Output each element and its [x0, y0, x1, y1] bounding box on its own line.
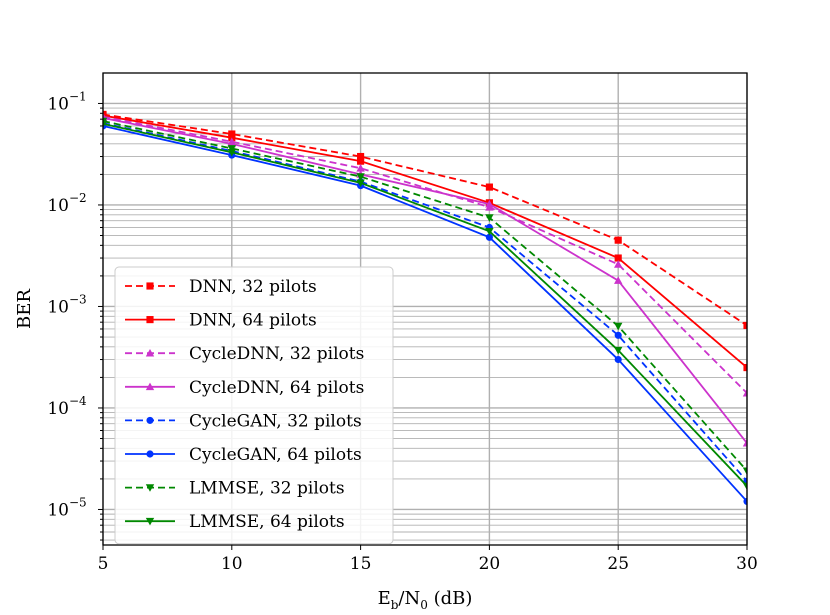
legend-marker: [145, 382, 155, 391]
data-point: [357, 152, 365, 161]
data-point: [356, 179, 365, 188]
series-line: [103, 114, 747, 369]
data-point: [485, 233, 493, 241]
x-title-sub2: 0: [420, 598, 428, 612]
data-point: [614, 254, 622, 262]
x-tick-label: 20: [479, 554, 501, 574]
legend-label: DNN, 32 pilots: [189, 277, 317, 297]
axis-ticks: 5 10 15 20 25 30 10−1 10−2 10−3 10−4 10−5: [47, 89, 757, 574]
x-title-sub1: b: [391, 598, 399, 612]
legend-marker: [145, 484, 155, 492]
y-tick-label: 10−3: [47, 292, 86, 317]
data-point: [357, 157, 365, 165]
data-point: [227, 148, 236, 157]
x-tick-label: 5: [98, 554, 109, 574]
data-point: [485, 227, 494, 236]
legend-box: [114, 266, 394, 545]
y-tick-label: 10−5: [47, 495, 86, 520]
legend-marker: [146, 450, 154, 458]
series-7: [103, 120, 747, 491]
data-point: [227, 145, 236, 153]
data-point: [485, 199, 494, 208]
legend-label: CycleDNN, 32 pilots: [189, 344, 364, 364]
y-axis-title: BER: [14, 289, 35, 329]
x-title-mid: /N: [398, 588, 420, 609]
data-point: [485, 214, 494, 222]
data-point: [103, 120, 108, 129]
data-point: [614, 236, 622, 244]
legend-marker: [146, 416, 154, 424]
legend-label: CycleGAN, 64 pilots: [189, 445, 362, 465]
legend-entry: CycleGAN, 64 pilots: [125, 445, 362, 465]
series-line: [103, 120, 747, 472]
data-point: [614, 331, 622, 339]
x-tick-label: 15: [350, 554, 372, 574]
legend-entry: LMMSE, 64 pilots: [125, 512, 345, 532]
data-point: [614, 355, 622, 364]
legend-label: LMMSE, 64 pilots: [189, 512, 345, 532]
data-point: [614, 276, 623, 284]
series-3: [103, 113, 747, 447]
series-layer: [103, 110, 747, 506]
legend-entry: CycleDNN, 64 pilots: [125, 378, 364, 398]
data-point: [742, 482, 747, 491]
series-line: [103, 117, 747, 444]
data-point: [742, 388, 747, 397]
legend-entry: CycleGAN, 32 pilots: [125, 411, 362, 431]
x-tick-label: 25: [607, 554, 629, 574]
plot-frame: [102, 72, 748, 546]
data-point: [228, 130, 236, 138]
data-point: [743, 321, 747, 330]
legend-label: DNN, 64 pilots: [189, 311, 317, 331]
legend-marker: [145, 349, 155, 357]
x-title-tail: (dB): [428, 588, 473, 609]
data-point: [614, 346, 623, 355]
legend-marker: [146, 316, 154, 324]
legend-marker: [146, 282, 154, 290]
legend-entry: DNN, 32 pilots: [125, 277, 317, 297]
legend-entry: DNN, 64 pilots: [125, 311, 317, 331]
data-point: [743, 364, 747, 372]
x-title-base: E: [378, 588, 391, 609]
x-axis-title: Eb/N0 (dB): [378, 588, 473, 612]
x-tick-label: 10: [221, 554, 243, 574]
x-tick-label: 30: [736, 554, 758, 574]
data-point: [356, 173, 365, 181]
y-tick-label: 10−2: [47, 191, 86, 216]
legend-marker: [145, 517, 155, 526]
data-point: [614, 260, 623, 268]
data-point: [485, 183, 493, 191]
legend-entry: CycleDNN, 32 pilots: [125, 344, 364, 364]
data-point: [742, 467, 747, 476]
series-line: [103, 122, 747, 482]
y-tick-label: 10−1: [47, 89, 86, 114]
series-line: [103, 125, 747, 503]
legend: DNN, 32 pilots DNN, 64 pilots CycleDNN, 32…: [114, 266, 394, 545]
data-point: [356, 164, 365, 172]
data-point: [742, 438, 747, 447]
legend-entry: LMMSE, 32 pilots: [125, 479, 345, 499]
data-point: [103, 111, 107, 120]
series-line: [103, 122, 747, 487]
legend-label: LMMSE, 32 pilots: [189, 479, 345, 499]
y-tick-label: 10−4: [47, 394, 87, 419]
data-point: [743, 497, 747, 506]
data-point: [614, 322, 623, 331]
legend-label: CycleGAN, 32 pilots: [189, 411, 362, 431]
legend-label: CycleDNN, 64 pilots: [189, 378, 364, 398]
series-6: [103, 117, 747, 476]
